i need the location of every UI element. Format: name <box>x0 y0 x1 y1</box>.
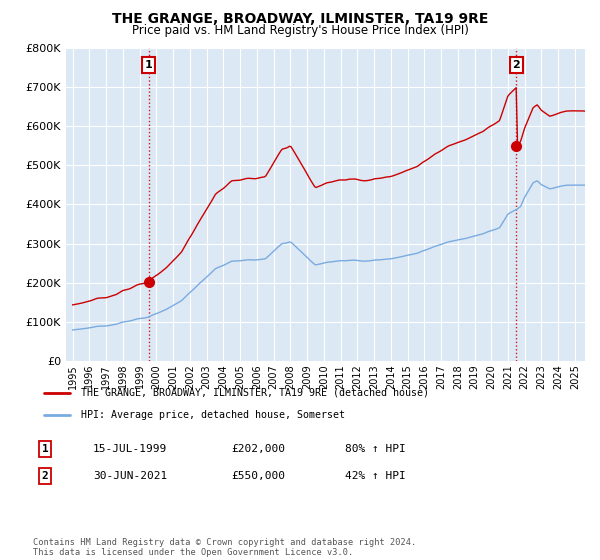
Text: 15-JUL-1999: 15-JUL-1999 <box>93 444 167 454</box>
Text: Price paid vs. HM Land Registry's House Price Index (HPI): Price paid vs. HM Land Registry's House … <box>131 24 469 37</box>
Text: 80% ↑ HPI: 80% ↑ HPI <box>345 444 406 454</box>
Text: £550,000: £550,000 <box>231 471 285 481</box>
Text: 2: 2 <box>512 60 520 70</box>
Text: HPI: Average price, detached house, Somerset: HPI: Average price, detached house, Some… <box>81 409 345 419</box>
Text: 1: 1 <box>145 60 152 70</box>
Text: THE GRANGE, BROADWAY, ILMINSTER, TA19 9RE: THE GRANGE, BROADWAY, ILMINSTER, TA19 9R… <box>112 12 488 26</box>
Text: 1: 1 <box>41 444 49 454</box>
Text: £202,000: £202,000 <box>231 444 285 454</box>
Text: THE GRANGE, BROADWAY, ILMINSTER, TA19 9RE (detached house): THE GRANGE, BROADWAY, ILMINSTER, TA19 9R… <box>81 388 429 398</box>
Text: 30-JUN-2021: 30-JUN-2021 <box>93 471 167 481</box>
Text: Contains HM Land Registry data © Crown copyright and database right 2024.
This d: Contains HM Land Registry data © Crown c… <box>33 538 416 557</box>
Text: 42% ↑ HPI: 42% ↑ HPI <box>345 471 406 481</box>
Text: 2: 2 <box>41 471 49 481</box>
